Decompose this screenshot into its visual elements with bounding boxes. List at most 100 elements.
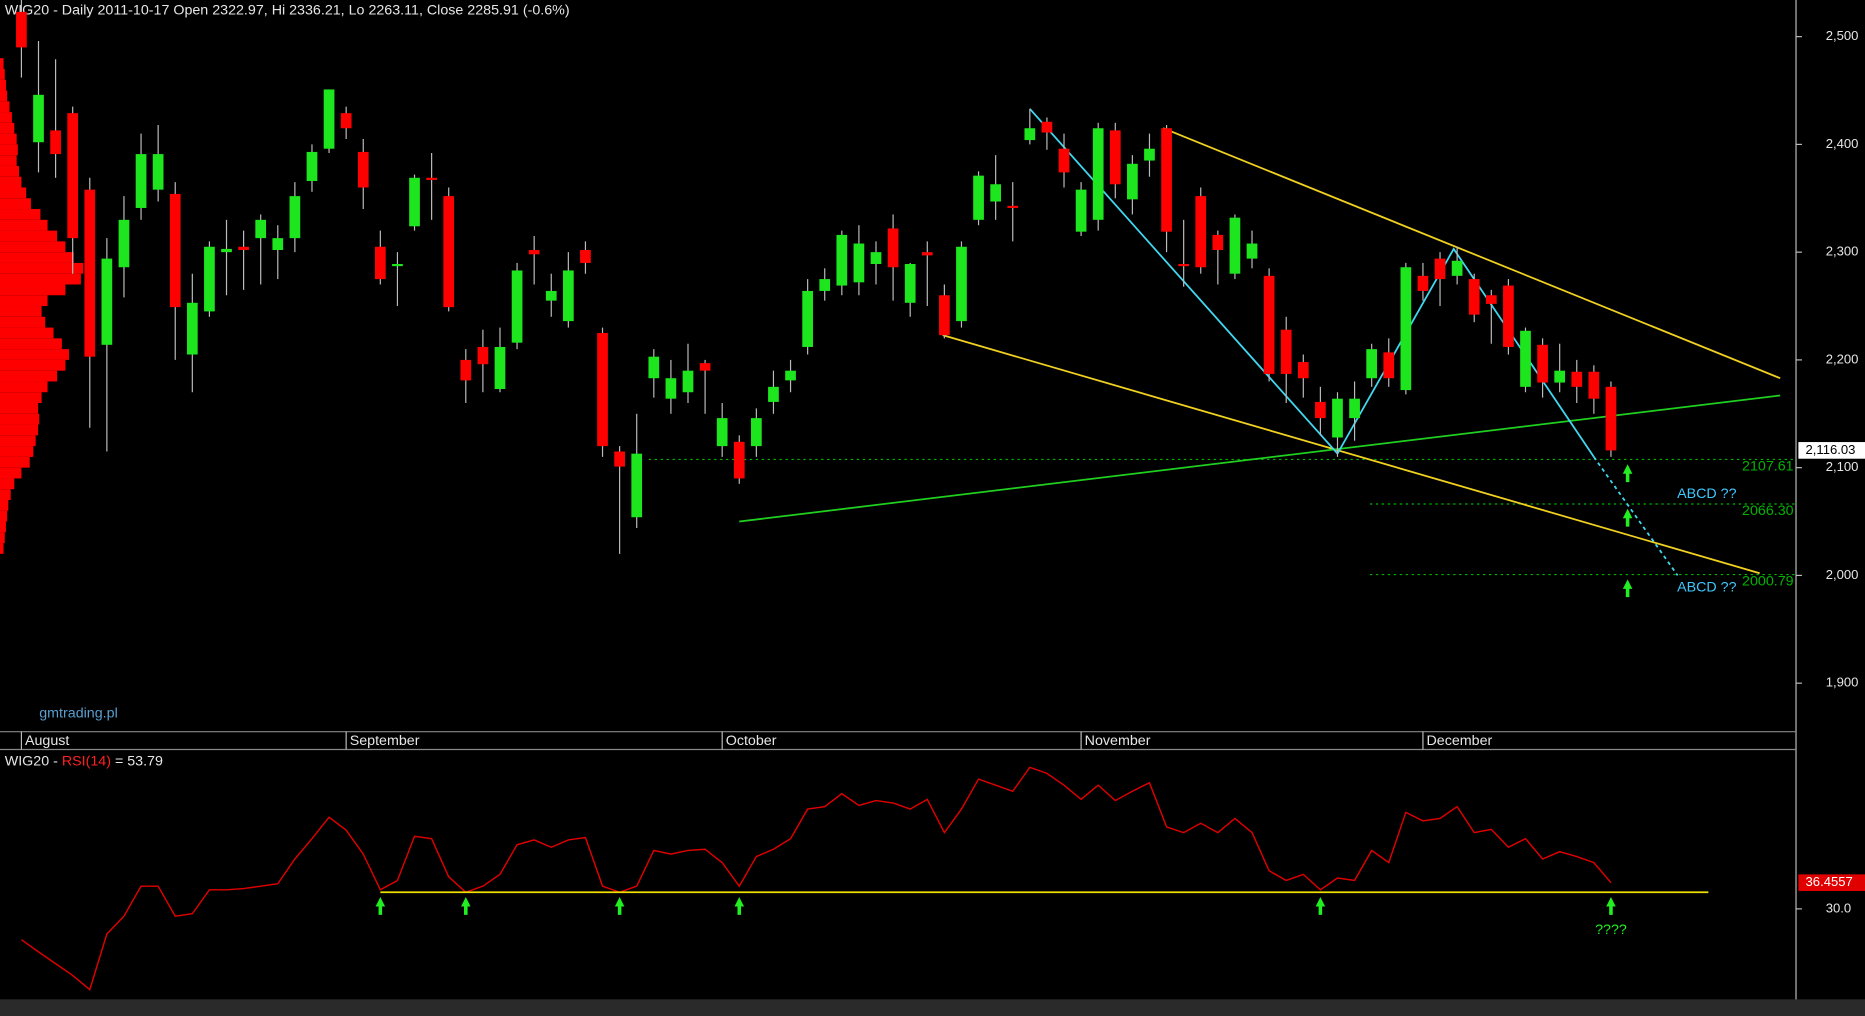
profile-bar: [0, 284, 66, 296]
candle-body: [1144, 148, 1155, 161]
profile-bar: [0, 58, 4, 69]
candle-body: [1007, 205, 1019, 208]
candle-body: [836, 234, 848, 286]
candle-body: [511, 270, 523, 343]
candle-body: [614, 451, 625, 467]
candle-body: [1075, 189, 1087, 232]
candle-body: [1383, 352, 1395, 379]
profile-bar: [0, 187, 27, 199]
profile-bar: [0, 359, 66, 371]
profile-bar: [0, 370, 58, 382]
profile-bar: [0, 510, 8, 522]
candle-body: [1246, 243, 1258, 259]
profile-bar: [0, 489, 11, 500]
signal-arrow: [1622, 464, 1633, 483]
profile-bar: [0, 499, 9, 511]
y-tick-label: 1,900: [1826, 675, 1859, 690]
profile-bar: [0, 122, 15, 134]
profile-bar: [0, 273, 81, 285]
signal-arrow: [375, 897, 386, 915]
candle-body: [323, 89, 335, 149]
candle-body: [1503, 285, 1514, 347]
candle-body: [1280, 329, 1292, 374]
candle-body: [956, 246, 967, 322]
rsi-line: [20, 766, 1612, 991]
candle-body: [1315, 401, 1326, 419]
y-tick-label: 2,000: [1826, 567, 1859, 582]
price-tag-label: 2,116.03: [1806, 442, 1856, 457]
profile-bar: [0, 198, 31, 210]
candle-body: [819, 279, 831, 291]
candle-body: [101, 258, 113, 345]
profile-bar: [0, 133, 17, 145]
level-label: 2066.30: [1742, 503, 1794, 519]
profile-bar: [0, 144, 18, 156]
candle-body: [1537, 344, 1548, 383]
candle-body: [1349, 398, 1360, 419]
indicator-title: WIG20 - RSI(14) = 53.79: [5, 753, 163, 769]
candle-body: [255, 219, 267, 239]
profile-bar: [0, 424, 39, 436]
profile-bar: [0, 349, 69, 360]
candle-body: [545, 290, 557, 301]
candle-body: [1092, 128, 1104, 220]
trend-line: [1593, 456, 1679, 576]
profile-bar: [0, 155, 17, 166]
signal-arrow: [1622, 579, 1633, 598]
signal-arrow: [614, 897, 625, 915]
candle-body: [751, 418, 762, 447]
candle-body: [699, 363, 711, 371]
profile-bar: [0, 165, 20, 177]
candle-body: [990, 184, 1001, 202]
candle-body: [443, 196, 455, 308]
candle-body: [1588, 371, 1600, 399]
candle-body: [1554, 370, 1566, 383]
y-tick-label: 2,400: [1826, 136, 1859, 151]
candle-body: [1605, 386, 1617, 451]
trend-line: [1162, 127, 1781, 380]
x-tick-label: October: [726, 733, 777, 749]
candle-body: [973, 175, 984, 220]
x-tick-label: September: [350, 733, 420, 749]
candle-body: [580, 249, 591, 263]
candle-body: [1041, 121, 1053, 133]
candle-body: [1229, 217, 1241, 274]
x-tick-label: November: [1085, 733, 1151, 749]
candle-body: [1468, 279, 1480, 315]
candle-body: [204, 246, 215, 312]
candle-body: [1024, 128, 1036, 141]
candle-body: [904, 264, 916, 303]
candle-body: [306, 151, 318, 182]
candle-body: [1571, 371, 1583, 387]
candle-body: [1434, 258, 1446, 280]
candle-body: [374, 246, 386, 280]
signal-arrow: [1606, 897, 1616, 915]
candle-body: [1127, 163, 1138, 200]
trend-line: [942, 334, 1760, 575]
candle-body: [118, 219, 130, 268]
candle-body: [221, 248, 232, 253]
profile-bar: [0, 68, 5, 80]
candle-body: [1520, 330, 1531, 387]
profile-bar: [0, 467, 22, 479]
candle-body: [169, 193, 181, 308]
candle-body: [1332, 398, 1343, 438]
profile-bar: [0, 262, 84, 274]
indicator-label: RSI(14): [62, 753, 111, 769]
candle-body: [33, 94, 44, 143]
candle-body: [665, 378, 677, 399]
profile-bar: [0, 521, 6, 533]
candle-body: [460, 359, 472, 381]
candle-body: [1195, 196, 1207, 268]
candle-body: [289, 196, 301, 239]
profile-bar: [0, 327, 54, 339]
profile-bar: [0, 392, 42, 404]
candle-body: [426, 177, 437, 180]
profile-bar: [0, 446, 34, 457]
profile-bar: [0, 532, 5, 544]
profile-bar: [0, 316, 46, 328]
profile-bar: [0, 478, 15, 490]
